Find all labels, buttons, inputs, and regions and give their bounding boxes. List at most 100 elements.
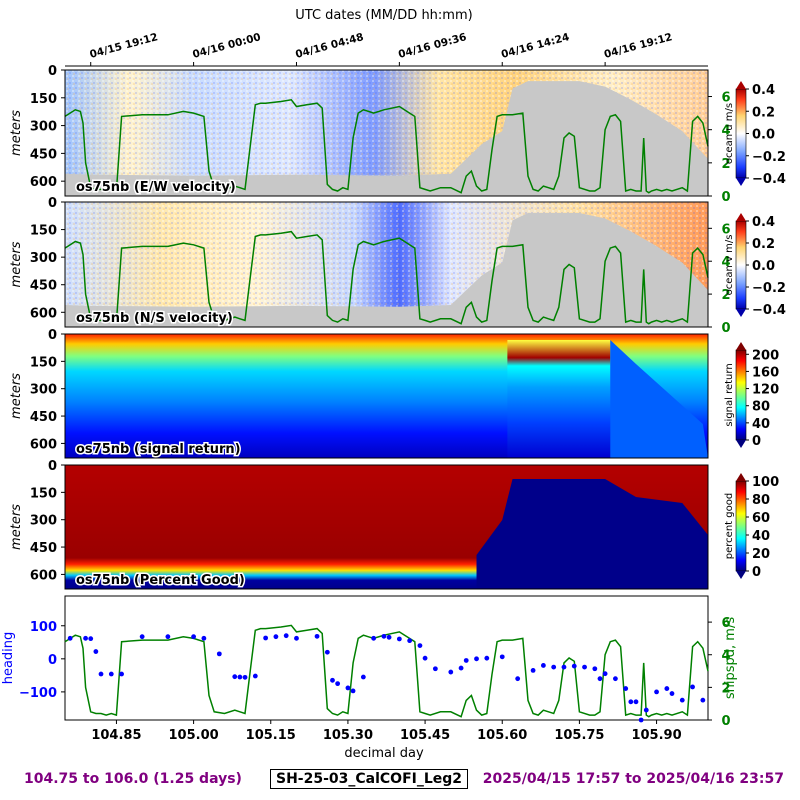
- heading-point: [633, 699, 639, 705]
- heading-point: [474, 656, 479, 662]
- y-axis-label: meters: [9, 373, 24, 419]
- heading-point: [597, 676, 603, 682]
- colorbar-tick-label: 0.4: [752, 215, 775, 230]
- top-tick-label: 04/16 04:48: [294, 31, 365, 61]
- colorbar-tick-label: 100: [752, 475, 779, 490]
- footer-date-range: 2025/04/15 17:57 to 2025/04/16 23:57: [482, 771, 784, 787]
- colorbar-tick-label: 0.0: [752, 128, 775, 143]
- heading-point: [165, 634, 171, 640]
- colorbar-tick-label: 40: [752, 529, 770, 544]
- colorbar-tick-label: 0: [752, 565, 761, 580]
- heading-point: [324, 649, 330, 655]
- heading-point: [515, 676, 521, 682]
- heading-point: [83, 635, 88, 641]
- heading-point: [294, 635, 299, 641]
- heading-point: [108, 671, 114, 677]
- heading-point: [669, 691, 675, 696]
- colorbar-tick-label: 20: [752, 547, 770, 562]
- heading-point: [679, 697, 685, 703]
- heading-point: [335, 681, 341, 687]
- y-axis-label: meters: [9, 241, 24, 287]
- y-tick-label: 600: [30, 175, 57, 190]
- y-tick-label: 0: [48, 196, 57, 211]
- heading-point: [628, 699, 634, 705]
- footer-day-range: 104.75 to 106.0 (1.25 days): [24, 771, 242, 787]
- panel-title: os75nb (signal return): [76, 442, 241, 457]
- colorbar-extend-bottom: [736, 440, 746, 448]
- top-tick-label: 04/16 09:36: [397, 31, 468, 61]
- heading-point: [93, 649, 99, 654]
- y-tick-label: 600: [30, 437, 57, 452]
- heading-point: [551, 664, 557, 670]
- panel-frame: [64, 333, 709, 459]
- panel-title: os75nb (Percent Good): [76, 573, 245, 588]
- colorbar-tick-label: −0.2: [752, 150, 786, 165]
- x-tick-label: 105.30: [323, 728, 373, 743]
- heading-point: [540, 663, 546, 668]
- heading-point: [371, 635, 377, 641]
- y-tick-label: 0: [48, 64, 57, 79]
- heading-tick-label: 100: [30, 620, 57, 635]
- colorbar-tick-label: 80: [752, 400, 770, 415]
- panel-title: os75nb (N/S velocity): [76, 311, 233, 326]
- x-tick-label: 105.75: [554, 728, 604, 743]
- colorbar-tick-label: 0.2: [752, 105, 775, 120]
- shipspd-tick-label: 2: [721, 681, 730, 696]
- colorbar-tick-label: −0.4: [752, 303, 786, 318]
- heading-point: [592, 666, 598, 672]
- shipspd-tick-label: 0: [721, 714, 730, 729]
- heading-point: [700, 697, 706, 703]
- colorbar: [735, 220, 747, 310]
- shipspd-overlay-line: [64, 230, 709, 325]
- colorbar: [735, 480, 747, 572]
- y-axis-label: meters: [9, 504, 24, 550]
- x-tick-label: 105.45: [400, 728, 450, 743]
- y-tick-label: 300: [30, 514, 57, 529]
- heading-point: [582, 664, 587, 670]
- x-tick-label: 105.00: [169, 728, 219, 743]
- x-tick-label: 105.90: [631, 728, 681, 743]
- heading-point: [623, 686, 629, 691]
- heading-point: [139, 634, 145, 640]
- panel-frame: [64, 69, 709, 197]
- heading-point: [602, 671, 608, 677]
- heading-point: [530, 668, 536, 673]
- heading-point: [690, 684, 695, 690]
- heading-point: [654, 689, 659, 695]
- colorbar-tick-label: −0.4: [752, 172, 786, 187]
- y-tick-label: 150: [30, 486, 57, 501]
- heading-point: [263, 635, 269, 641]
- y-tick-label: 450: [30, 410, 57, 425]
- y-tick-label: 150: [30, 355, 57, 370]
- heading-point: [330, 677, 335, 683]
- colorbar-extend-top: [736, 213, 746, 221]
- right-tick-label: 4: [721, 124, 730, 139]
- heading-point: [314, 633, 320, 639]
- colorbar-extend-top: [736, 473, 746, 481]
- heading-point: [561, 664, 567, 670]
- heading-point: [381, 633, 387, 639]
- footer-cruise-name: SH-25-03_CalCOFI_Leg2: [270, 769, 469, 789]
- shipspd-tick-label: 4: [721, 649, 730, 664]
- colorbar-tick-label: 40: [752, 417, 770, 432]
- heading-point: [273, 634, 279, 640]
- heading-point: [448, 669, 454, 675]
- panel-frame: [64, 201, 709, 328]
- heading-point: [98, 671, 104, 677]
- signal-return-slope: [610, 340, 708, 458]
- heading-point: [191, 634, 197, 640]
- shipspd-tick-label: 6: [721, 616, 730, 631]
- y-tick-label: 0: [48, 328, 57, 343]
- right-tick-label: 0: [721, 190, 730, 205]
- top-tick-label: 04/16 14:24: [500, 31, 571, 61]
- top-tick-label: 04/16 19:12: [603, 31, 674, 61]
- heading-point: [252, 673, 258, 679]
- heading-point: [664, 686, 670, 691]
- top-tick-label: 04/16 00:00: [191, 31, 262, 61]
- heading-point: [119, 671, 124, 677]
- x-tick-label: 105.15: [246, 728, 296, 743]
- colorbar-tick-label: 60: [752, 511, 770, 526]
- heading-point: [242, 674, 248, 680]
- heading-point: [67, 635, 73, 641]
- y-tick-label: 300: [30, 120, 57, 135]
